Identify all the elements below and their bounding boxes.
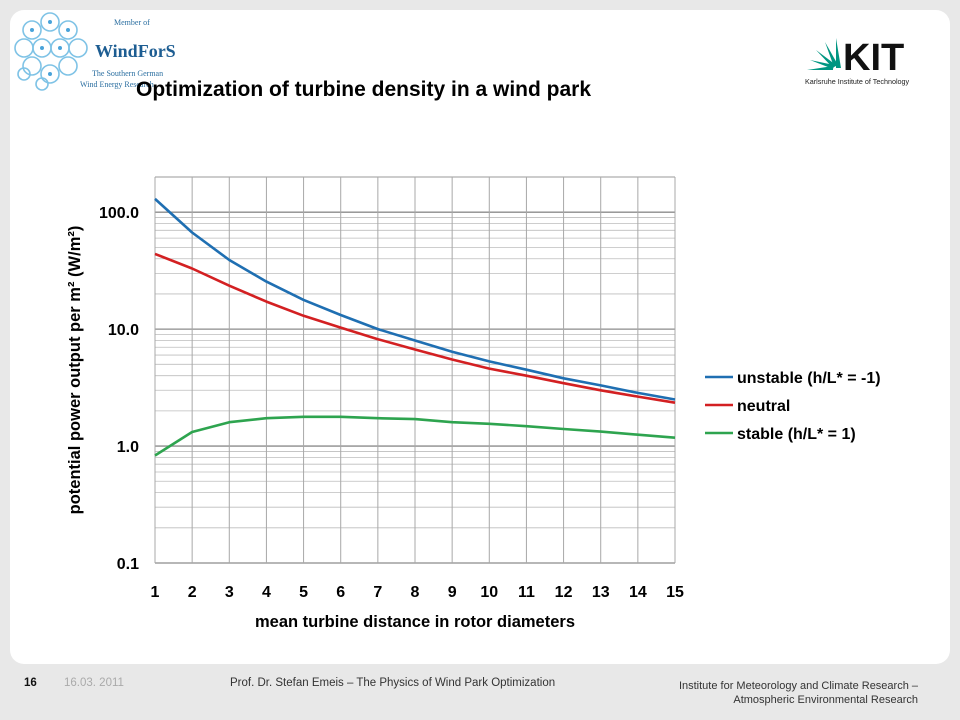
kit-rays-icon: [807, 38, 841, 70]
x-tick-label: 15: [666, 584, 684, 601]
series-line-1: [154, 252, 676, 404]
y-tick-label: 100.0: [99, 205, 139, 222]
windfors-name-text: WindForS: [95, 41, 175, 61]
chart-series-layer: [154, 197, 676, 457]
x-tick-label: 4: [262, 584, 271, 601]
chart-y-axis-label: potential power output per m² (W/m²): [66, 226, 84, 515]
y-tick-label: 1.0: [117, 439, 139, 456]
x-tick-label: 10: [480, 584, 498, 601]
x-tick-label: 13: [592, 584, 610, 601]
kit-name-text: KIT: [843, 37, 904, 79]
series-line-2: [154, 415, 676, 457]
x-tick-label: 2: [188, 584, 197, 601]
x-tick-label: 9: [448, 584, 457, 601]
institute-text: Institute for Meteorology and Climate Re…: [598, 679, 918, 707]
legend-label: stable (h/L* = 1): [737, 426, 856, 443]
series-line-0: [154, 197, 676, 401]
chart-xtick-labels: 1 2 3 4 5 6 7 8 9 10 11 12 13 14 15: [151, 584, 684, 601]
kit-subtitle-text: Karlsruhe Institute of Technology: [805, 77, 910, 86]
chart-x-axis-label: mean turbine distance in rotor diameters: [255, 613, 575, 631]
kit-logo: KIT Karlsruhe Institute of Technology: [805, 37, 910, 86]
windfors-hexagon-icon: [14, 12, 88, 91]
chart-ytick-labels: 0.1 1.0 10.0 100.0: [99, 205, 139, 573]
slide-title: Optimization of turbine density in a win…: [136, 78, 592, 101]
windfors-member-text: Member of: [114, 18, 150, 27]
page-number: 16: [24, 677, 37, 689]
x-tick-label: 3: [225, 584, 234, 601]
institute-line-2: Atmospheric Environmental Research: [733, 694, 918, 706]
windfors-subtitle-2: Wind Energy Research: [80, 80, 154, 89]
legend-label: unstable (h/L* = -1): [737, 370, 881, 387]
legend-label: neutral: [737, 398, 790, 415]
x-tick-label: 8: [411, 584, 420, 601]
chart-legend: unstable (h/L* = -1) neutral stable (h/L* …: [705, 370, 881, 443]
windfors-logo: Member of WindForS The Southern German W…: [14, 12, 175, 91]
x-tick-label: 1: [151, 584, 160, 601]
slide-canvas: [10, 10, 950, 664]
x-tick-label: 11: [518, 584, 535, 601]
slide-date: 16.03. 2011: [64, 677, 124, 689]
windfors-subtitle-1: The Southern German: [92, 69, 163, 78]
x-tick-label: 7: [373, 584, 382, 601]
presenter-text: Prof. Dr. Stefan Emeis – The Physics of …: [230, 677, 556, 689]
institute-line-1: Institute for Meteorology and Climate Re…: [678, 680, 918, 692]
chart-grid-major: [154, 176, 676, 564]
y-tick-label: 10.0: [108, 322, 139, 339]
y-tick-label: 0.1: [117, 556, 139, 573]
x-tick-label: 6: [336, 584, 345, 601]
x-tick-label: 5: [299, 584, 308, 601]
x-tick-label: 12: [555, 584, 573, 601]
x-tick-label: 14: [629, 584, 647, 601]
